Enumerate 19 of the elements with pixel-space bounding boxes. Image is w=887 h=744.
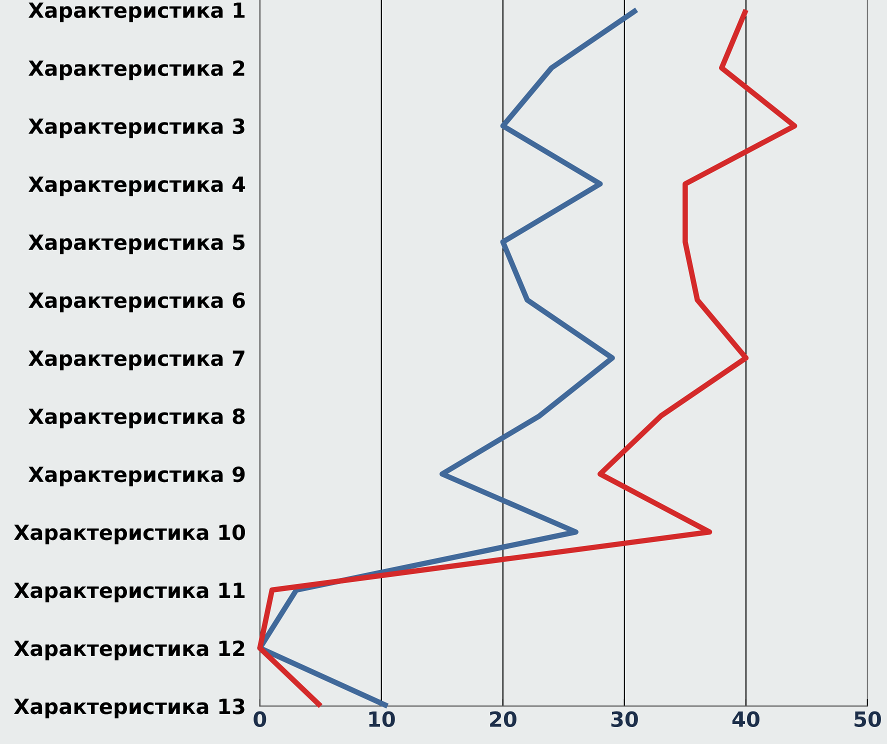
y-tick-label: Характеристика 13 bbox=[14, 698, 244, 718]
x-tick-label: 10 bbox=[369, 711, 395, 728]
y-tick-label: Характеристика 8 bbox=[28, 408, 245, 428]
y-tick-label: Характеристика 11 bbox=[14, 582, 245, 602]
y-tick-label: Характеристика 5 bbox=[28, 234, 245, 254]
y-tick-label: Характеристика 3 bbox=[28, 118, 244, 138]
x-tick-label: 50 bbox=[854, 711, 881, 728]
y-tick-label: Характеристика 6 bbox=[28, 292, 245, 312]
x-tick-label: 0 bbox=[254, 711, 266, 728]
x-tick-label: 20 bbox=[490, 711, 516, 728]
y-tick-label: Характеристика 2 bbox=[28, 60, 244, 80]
y-tick-label: Характеристика 4 bbox=[28, 176, 246, 196]
y-tick-label: Характеристика 9 bbox=[28, 466, 245, 486]
y-tick-label: Характеристика 1 bbox=[28, 2, 245, 22]
y-tick-label: Характеристика 12 bbox=[14, 640, 244, 660]
y-tick-label: Характеристика 7 bbox=[28, 350, 244, 370]
x-tick-label: 40 bbox=[732, 711, 760, 728]
y-tick-label: Характеристика 10 bbox=[14, 524, 246, 544]
x-tick-label: 30 bbox=[611, 711, 638, 728]
